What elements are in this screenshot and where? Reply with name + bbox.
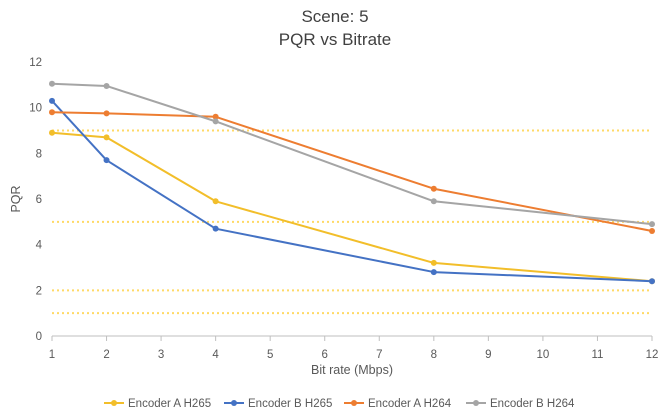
y-tick-label: 10 [29, 103, 42, 115]
x-tick-label: 7 [376, 349, 382, 361]
data-point [49, 80, 55, 87]
legend: Encoder A H265 Encoder B H265 Encoder A H2… [104, 398, 575, 410]
legend-swatch-marker [111, 400, 117, 406]
x-axis-title: Bit rate (Mbps) [311, 363, 393, 377]
data-point [103, 134, 110, 141]
y-tick-label: 12 [29, 57, 42, 69]
x-tick-label: 11 [591, 349, 603, 361]
data-point [103, 82, 110, 89]
series-layer [49, 80, 655, 285]
x-tick-label: 12 [646, 349, 659, 361]
y-tick-label: 6 [36, 194, 42, 206]
data-point [212, 225, 219, 232]
data-point [212, 198, 219, 205]
y-tick-label: 4 [36, 240, 43, 252]
y-axis-title: PQR [9, 185, 23, 212]
legend-swatch-marker [351, 400, 357, 406]
x-tick-label: 2 [103, 349, 109, 361]
y-tick-label: 2 [36, 285, 42, 297]
data-point [212, 113, 219, 120]
y-axis-ticks: 0 2 4 6 8 10 12 [29, 57, 42, 343]
y-tick-label: 8 [36, 148, 42, 160]
x-tick-label: 9 [485, 349, 491, 361]
x-tick-label: 1 [49, 349, 55, 361]
legend-swatch-marker [473, 400, 479, 406]
series-line [51, 99, 653, 283]
data-point [430, 185, 437, 192]
reference-lines [52, 129, 652, 315]
data-point [649, 221, 655, 228]
x-axis-ticks: 1 2 3 4 5 6 7 8 9 10 11 12 [49, 336, 659, 361]
data-point [49, 129, 55, 136]
legend-label: Encoder A H264 [368, 398, 452, 410]
data-point [103, 157, 110, 164]
x-tick-label: 10 [537, 349, 550, 361]
y-tick-label: 0 [36, 331, 42, 343]
legend-swatch-marker [231, 400, 237, 406]
legend-label: Encoder B H265 [248, 398, 332, 410]
data-point [49, 109, 55, 116]
legend-label: Encoder A H265 [128, 398, 211, 410]
legend-label: Encoder B H264 [490, 398, 575, 410]
data-point [649, 278, 655, 285]
data-point [103, 110, 110, 117]
data-point [430, 259, 437, 266]
series-line [51, 82, 653, 226]
series-line [51, 131, 653, 283]
x-tick-label: 8 [431, 349, 437, 361]
x-tick-label: 5 [267, 349, 273, 361]
data-point [649, 227, 655, 234]
data-point [430, 269, 437, 276]
chart-subtitle: PQR vs Bitrate [279, 30, 391, 49]
x-tick-label: 6 [322, 349, 328, 361]
x-tick-label: 4 [212, 349, 219, 361]
data-point [212, 118, 219, 125]
data-point [430, 198, 437, 205]
chart-title: Scene: 5 [301, 7, 368, 26]
x-tick-label: 3 [158, 349, 164, 361]
data-point [49, 97, 55, 104]
